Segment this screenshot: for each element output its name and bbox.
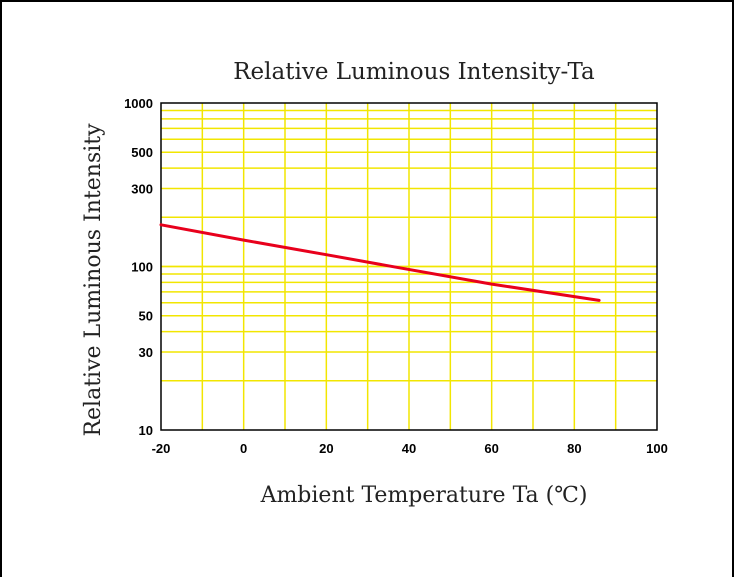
x-tick-label: 60: [484, 441, 498, 456]
x-tick-labels: -20 0 20 40 60 80 100: [152, 441, 668, 456]
y-tick-label: 300: [131, 181, 153, 196]
plot-area-border: [160, 102, 658, 431]
y-tick-label: 50: [139, 309, 153, 324]
x-axis-label: Ambient Temperature Ta (℃): [260, 483, 588, 508]
x-tick-label: -20: [152, 441, 171, 456]
y-tick-label: 500: [131, 145, 153, 160]
y-tick-label: 30: [139, 345, 153, 360]
x-tick-label: 100: [646, 441, 668, 456]
y-tick-label: 1000: [124, 96, 153, 111]
chart-title: Relative Luminous Intensity-Ta: [233, 59, 595, 85]
grid: [161, 103, 657, 430]
x-tick-label: 0: [240, 441, 247, 456]
series-line: [159, 223, 601, 302]
x-tick-label: 40: [402, 441, 416, 456]
x-tick-label: 20: [319, 441, 333, 456]
y-tick-label: 10: [139, 423, 153, 438]
y-axis-label: Relative Luminous Intensity: [81, 123, 106, 437]
y-tick-label: 100: [131, 260, 153, 275]
x-tick-label: 80: [567, 441, 581, 456]
data-series: [159, 223, 601, 302]
y-tick-labels: 10 30 50 100 300 500 1000: [124, 96, 153, 438]
